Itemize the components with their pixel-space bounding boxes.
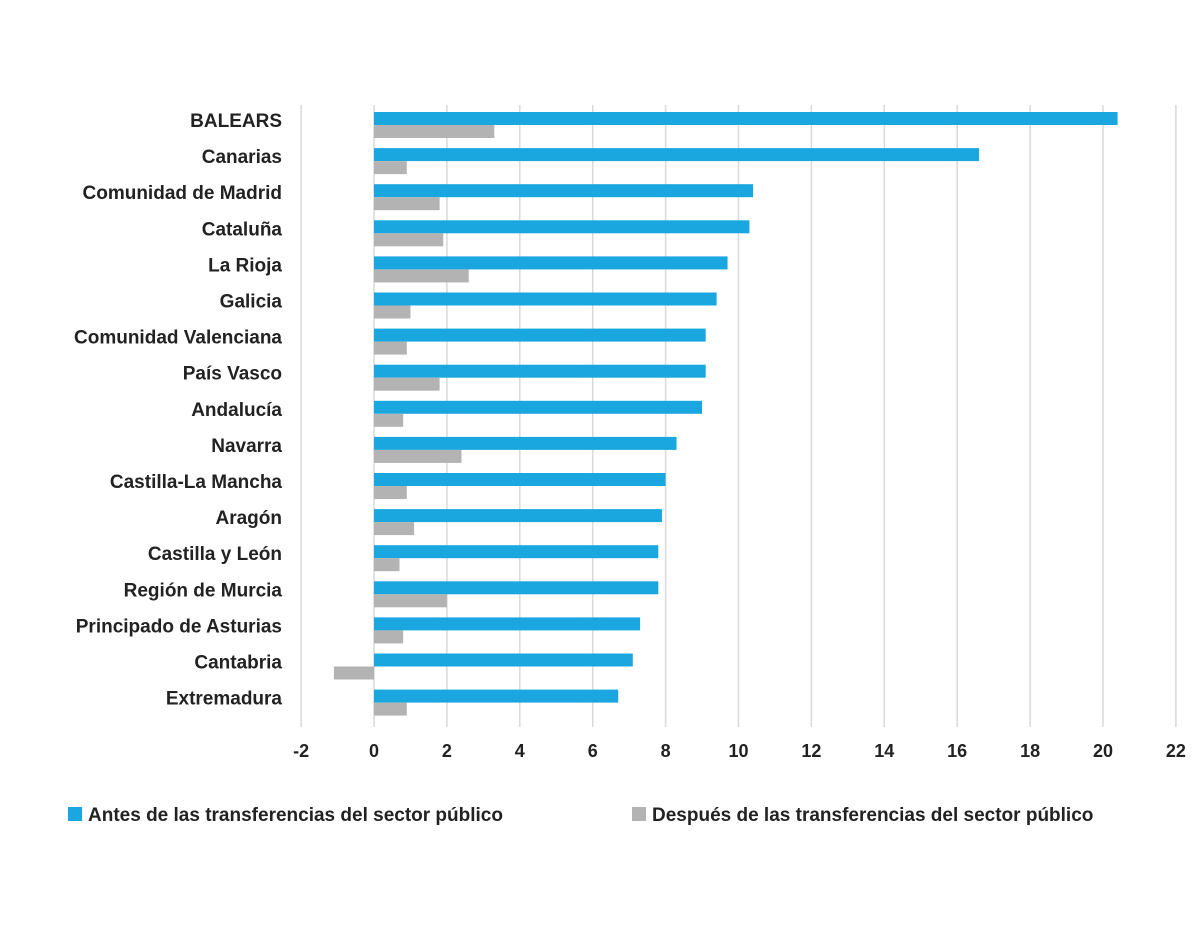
bar-despues xyxy=(333,666,374,680)
x-tick-label: 18 xyxy=(1020,741,1040,761)
category-label: Galicia xyxy=(220,292,283,313)
bar-despues xyxy=(374,449,462,463)
bar-despues xyxy=(374,522,415,536)
bar-antes xyxy=(374,364,706,378)
bar-antes xyxy=(374,581,659,595)
category-label: Comunidad Valenciana xyxy=(74,328,282,349)
x-tick-label: 4 xyxy=(515,741,525,761)
bar-antes xyxy=(374,545,659,559)
bar-antes xyxy=(374,184,754,198)
x-tick-label: 20 xyxy=(1093,741,1113,761)
bar-antes xyxy=(374,473,666,486)
category-label: Aragón xyxy=(216,508,283,529)
legend-label: Después de las transferencias del sector… xyxy=(652,805,1093,826)
bar-despues xyxy=(374,305,411,319)
bar-despues xyxy=(374,125,495,138)
bar-despues xyxy=(374,197,440,211)
x-tick-label: 16 xyxy=(947,741,967,761)
legend-swatch xyxy=(632,807,646,821)
x-tick-label: 12 xyxy=(801,741,821,761)
category-label: Castilla-La Mancha xyxy=(110,472,283,493)
x-tick-label: 0 xyxy=(369,741,379,761)
bar-despues xyxy=(374,161,407,175)
x-tick-label: 22 xyxy=(1166,741,1186,761)
bar-despues xyxy=(374,269,469,283)
bar-despues xyxy=(374,558,400,572)
bar-despues xyxy=(374,486,407,499)
bar-antes xyxy=(374,509,662,523)
category-label: Canarias xyxy=(202,147,282,168)
category-label: Extremadura xyxy=(166,689,283,710)
bar-antes xyxy=(374,112,1118,125)
legend-swatch xyxy=(68,807,82,821)
bar-antes xyxy=(374,328,706,342)
category-label: La Rioja xyxy=(208,255,282,276)
category-label: Región de Murcia xyxy=(124,580,283,601)
category-label: Cataluña xyxy=(202,219,283,240)
x-tick-label: 10 xyxy=(728,741,748,761)
bar-antes xyxy=(374,148,980,162)
x-tick-label: 2 xyxy=(442,741,452,761)
bar-despues xyxy=(374,377,440,391)
bar-despues xyxy=(374,594,447,608)
category-label: Comunidad de Madrid xyxy=(83,183,283,204)
x-tick-label: 6 xyxy=(588,741,598,761)
bar-antes xyxy=(374,689,619,703)
bar-antes xyxy=(374,436,677,450)
bar-despues xyxy=(374,233,444,247)
category-label: Andalucía xyxy=(191,400,282,421)
bar-despues xyxy=(374,702,407,716)
category-label: Cantabria xyxy=(194,653,282,674)
category-label: Castilla y León xyxy=(148,544,282,565)
category-label: BALEARS xyxy=(190,111,282,132)
bar-antes xyxy=(374,256,728,270)
bar-antes xyxy=(374,400,703,414)
x-tick-label: 14 xyxy=(874,741,894,761)
bar-antes xyxy=(374,617,641,631)
legend-label: Antes de las transferencias del sector p… xyxy=(88,805,503,826)
category-label: Principado de Asturias xyxy=(76,616,282,637)
bar-antes xyxy=(374,220,750,234)
bar-despues xyxy=(374,413,404,427)
bar-antes xyxy=(374,292,717,306)
bar-despues xyxy=(374,341,407,355)
x-tick-label: 8 xyxy=(661,741,671,761)
bar-antes xyxy=(374,653,633,667)
category-label: Navarra xyxy=(211,436,282,457)
category-label: País Vasco xyxy=(183,364,282,385)
bar-despues xyxy=(374,630,404,644)
x-tick-label: -2 xyxy=(293,741,309,761)
